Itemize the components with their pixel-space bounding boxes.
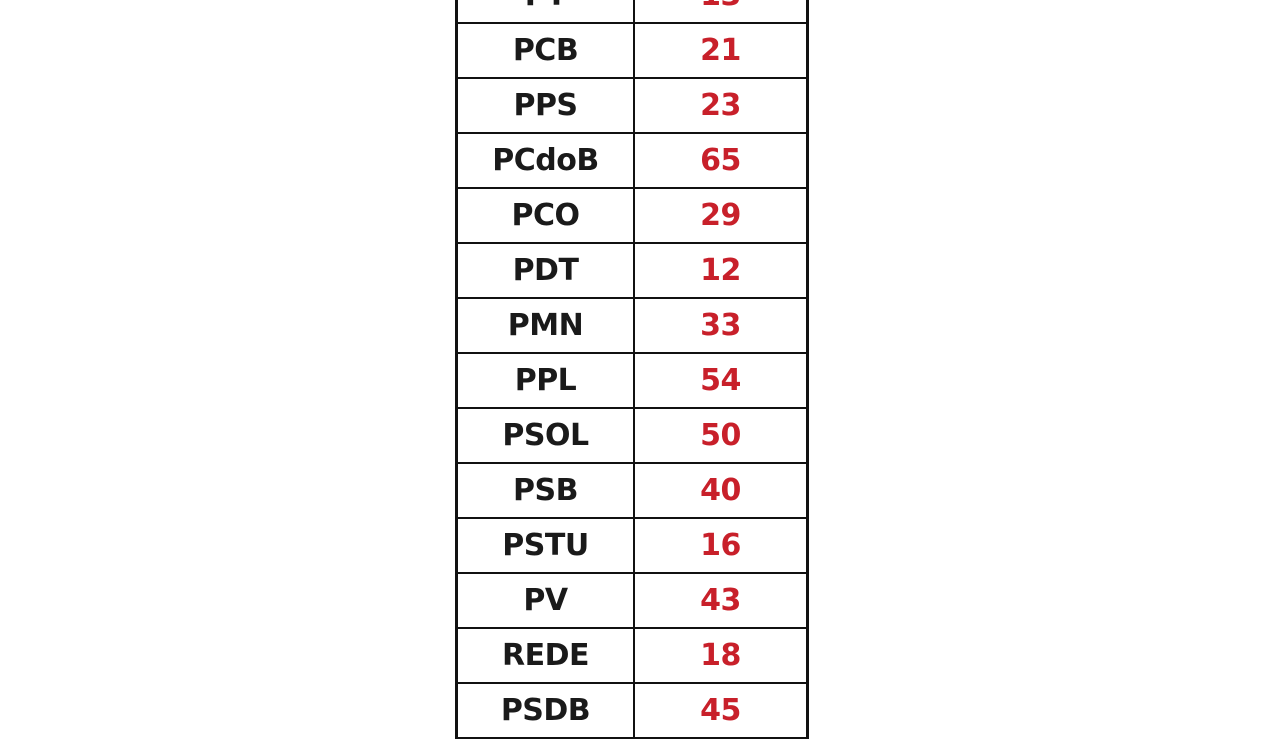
table-row: PMN 33 [456, 297, 808, 354]
party-number-table: PT13PCB21PPS23PCdoB65PCO29PDT12PMN33PPL5… [455, 0, 809, 739]
number-cell: 54 [634, 352, 808, 409]
number-cell: 50 [634, 407, 808, 464]
number-cell: 43 [634, 572, 808, 629]
table-row: PCB 21 [456, 22, 808, 79]
table-row: PSTU 16 [456, 517, 808, 574]
number-cell: 33 [634, 297, 808, 354]
party-cell: PPL [456, 352, 635, 409]
table-row: PSB 40 [456, 462, 808, 519]
number-cell: 40 [634, 462, 808, 519]
party-table-container: PT13PCB21PPS23PCdoB65PCO29PDT12PMN33PPL5… [455, 0, 809, 739]
number-cell: 12 [634, 242, 808, 299]
party-cell: REDE [456, 627, 635, 684]
party-cell: PSOL [456, 407, 635, 464]
number-cell: 65 [634, 132, 808, 189]
table-row: PPS 23 [456, 77, 808, 134]
table-row: PT13 [456, 0, 808, 24]
party-cell: PCB [456, 22, 635, 79]
table-row: PDT 12 [456, 242, 808, 299]
table-row: PCdoB 65 [456, 132, 808, 189]
number-cell: 16 [634, 517, 808, 574]
party-cell: PSTU [456, 517, 635, 574]
number-cell: 18 [634, 627, 808, 684]
party-cell: PDT [456, 242, 635, 299]
number-cell: 23 [634, 77, 808, 134]
party-cell: PSB [456, 462, 635, 519]
table-row: PCO 29 [456, 187, 808, 244]
party-cell: PV [456, 572, 635, 629]
party-cell: PMN [456, 297, 635, 354]
table-row: REDE 18 [456, 627, 808, 684]
number-cell: 21 [634, 22, 808, 79]
table-row: PV 43 [456, 572, 808, 629]
number-cell: 29 [634, 187, 808, 244]
table-row: PSOL 50 [456, 407, 808, 464]
table-row: PSDB 45 [456, 682, 808, 739]
table-row: PPL 54 [456, 352, 808, 409]
party-cell: PT [456, 0, 635, 24]
party-cell: PSDB [456, 682, 635, 739]
party-cell: PCO [456, 187, 635, 244]
number-cell: 45 [634, 682, 808, 739]
party-cell: PCdoB [456, 132, 635, 189]
party-cell: PPS [456, 77, 635, 134]
number-cell: 13 [634, 0, 808, 24]
